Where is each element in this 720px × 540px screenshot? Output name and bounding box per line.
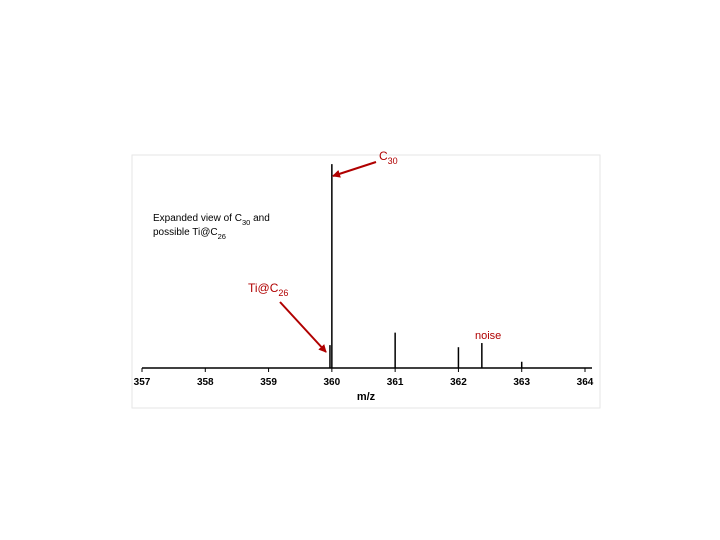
x-tick-label: 363 [513,377,530,388]
x-tick-label: 360 [324,377,341,388]
x-tick-label: 362 [450,377,467,388]
annotation: possible Ti@C26 [153,227,226,241]
annotation-text: possible Ti@C [153,227,218,238]
annotation-arrow [332,161,377,178]
annotation-subscript: 26 [278,288,288,298]
plot-frame [131,154,601,409]
annotation-subscript: 26 [218,232,226,241]
annotation-text: Ti@C [248,281,279,295]
x-tick-label: 359 [260,377,277,388]
x-tick-label: 361 [387,377,404,388]
annotation-text: Expanded view of C [153,213,242,224]
annotation-subscript: 30 [388,156,398,166]
annotation-subscript: 30 [242,218,250,227]
annotation-text: C [379,149,388,163]
annotation-arrow [279,301,327,353]
annotation: Expanded view of C30 and [153,213,270,227]
x-axis-label: m/z [357,391,376,403]
annotation: Ti@C26 [248,281,288,298]
annotation-text: noise [475,330,501,342]
annotation: noise [475,330,501,342]
x-tick-label: 357 [134,377,151,388]
annotation: C30 [379,149,398,166]
x-tick-label: 358 [197,377,214,388]
x-tick-label: 364 [577,377,594,388]
annotation-text: and [250,213,269,224]
